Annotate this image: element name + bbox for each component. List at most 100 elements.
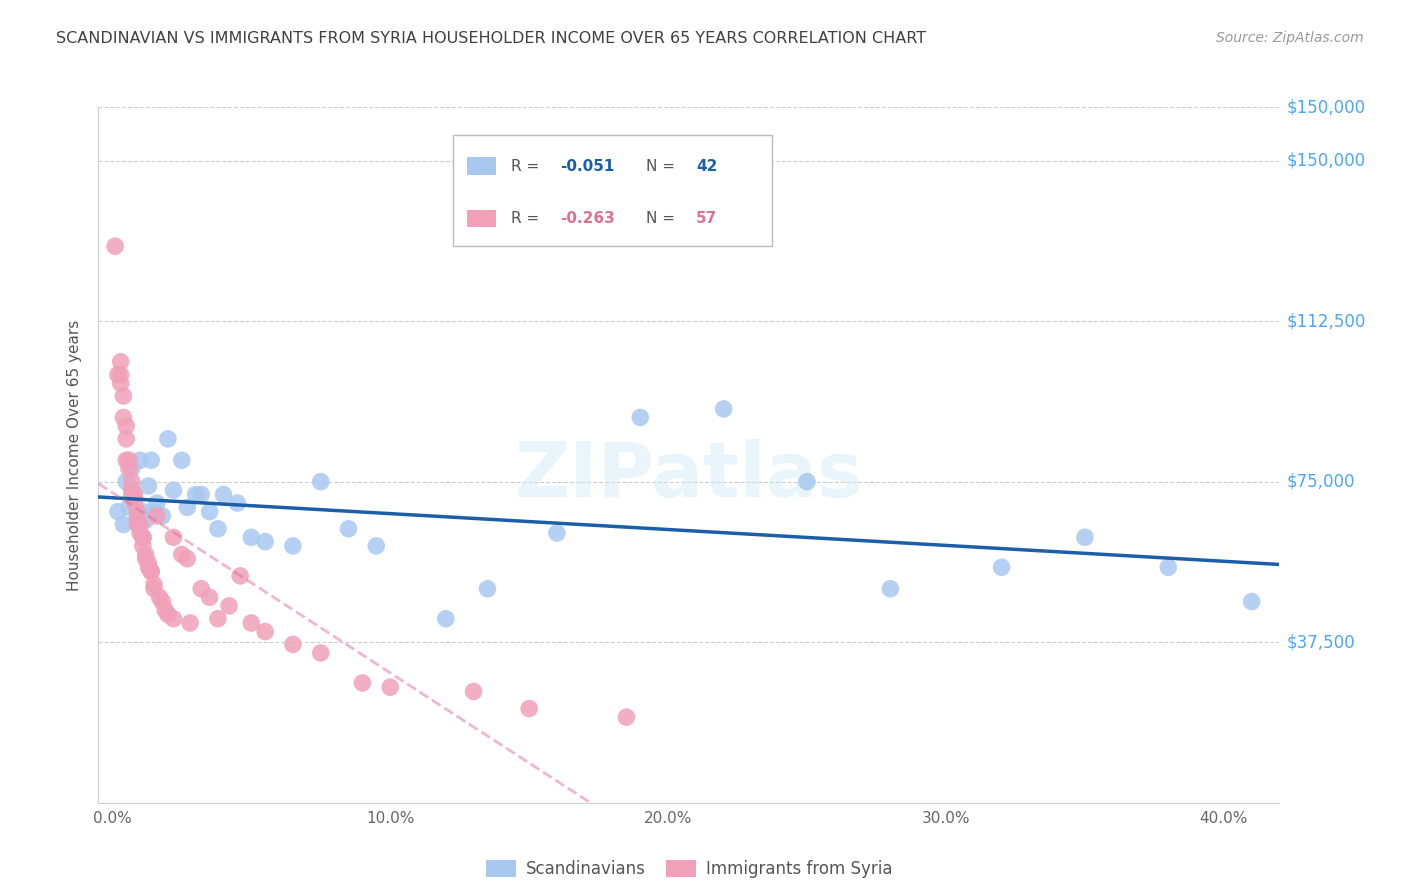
Text: $150,000: $150,000 <box>1286 152 1365 169</box>
Point <box>118 453 141 467</box>
Point <box>1240 594 1263 608</box>
Point <box>229 569 252 583</box>
Point <box>146 508 169 523</box>
Point <box>124 487 146 501</box>
Text: -0.051: -0.051 <box>560 159 614 174</box>
Point <box>138 556 160 570</box>
Point <box>879 582 901 596</box>
Point <box>129 526 152 541</box>
Point <box>463 684 485 698</box>
Point <box>121 475 143 489</box>
Point <box>141 565 163 579</box>
Point <box>309 646 332 660</box>
Point <box>135 513 157 527</box>
Point <box>207 612 229 626</box>
Point <box>110 368 132 382</box>
Point <box>107 368 129 382</box>
Point <box>150 594 173 608</box>
Point <box>434 612 457 626</box>
Point <box>132 530 155 544</box>
Point <box>143 505 166 519</box>
Point <box>162 530 184 544</box>
Point <box>254 624 277 639</box>
Point <box>477 582 499 596</box>
Point <box>118 500 141 515</box>
Point <box>141 453 163 467</box>
Point <box>546 526 568 541</box>
Point <box>143 577 166 591</box>
Point <box>212 487 235 501</box>
Text: SCANDINAVIAN VS IMMIGRANTS FROM SYRIA HOUSEHOLDER INCOME OVER 65 YEARS CORRELATI: SCANDINAVIAN VS IMMIGRANTS FROM SYRIA HO… <box>56 31 927 46</box>
Point <box>112 389 135 403</box>
Point <box>207 522 229 536</box>
Point <box>218 599 240 613</box>
Text: 42: 42 <box>696 159 717 174</box>
Point <box>352 676 374 690</box>
FancyBboxPatch shape <box>453 135 772 246</box>
Point <box>118 462 141 476</box>
FancyBboxPatch shape <box>467 210 496 227</box>
Point <box>121 483 143 498</box>
Point <box>713 401 735 416</box>
Point <box>170 453 193 467</box>
Point <box>112 517 135 532</box>
Point <box>198 591 221 605</box>
Point <box>124 491 146 506</box>
Point <box>309 475 332 489</box>
Point <box>281 539 304 553</box>
Point <box>162 612 184 626</box>
Point <box>110 355 132 369</box>
Point <box>127 508 149 523</box>
Point <box>184 487 207 501</box>
Point <box>127 513 149 527</box>
Point <box>616 710 638 724</box>
Y-axis label: Householder Income Over 65 years: Householder Income Over 65 years <box>67 319 83 591</box>
Point <box>176 551 198 566</box>
Point <box>337 522 360 536</box>
Point <box>135 548 157 562</box>
Point <box>153 603 176 617</box>
Point <box>176 500 198 515</box>
Point <box>138 479 160 493</box>
Point <box>121 487 143 501</box>
Point <box>162 483 184 498</box>
Point <box>121 462 143 476</box>
Point <box>628 410 651 425</box>
Point <box>796 475 818 489</box>
Text: N =: N = <box>647 211 681 226</box>
Point <box>141 565 163 579</box>
Point <box>115 419 138 434</box>
Point <box>129 453 152 467</box>
Point <box>190 487 212 501</box>
Point <box>517 701 540 715</box>
Point <box>156 607 179 622</box>
Point <box>1157 560 1180 574</box>
Point <box>146 496 169 510</box>
Point <box>112 410 135 425</box>
Point <box>104 239 127 253</box>
Point <box>135 551 157 566</box>
Text: N =: N = <box>647 159 681 174</box>
Point <box>132 530 155 544</box>
Text: $112,500: $112,500 <box>1286 312 1365 330</box>
Point <box>281 637 304 651</box>
Point <box>190 582 212 596</box>
Point <box>150 508 173 523</box>
Point <box>254 534 277 549</box>
Point <box>115 432 138 446</box>
Point <box>156 432 179 446</box>
Point <box>990 560 1012 574</box>
Point <box>1074 530 1097 544</box>
Point <box>124 496 146 510</box>
Point <box>240 615 263 630</box>
Text: $150,000: $150,000 <box>1286 98 1365 116</box>
Point <box>110 376 132 391</box>
Text: -0.263: -0.263 <box>560 211 614 226</box>
Point <box>170 548 193 562</box>
Point <box>366 539 388 553</box>
Text: R =: R = <box>510 159 544 174</box>
Point <box>132 539 155 553</box>
Text: Source: ZipAtlas.com: Source: ZipAtlas.com <box>1216 31 1364 45</box>
Point <box>380 680 402 694</box>
Text: ZIPatlas: ZIPatlas <box>515 439 863 513</box>
